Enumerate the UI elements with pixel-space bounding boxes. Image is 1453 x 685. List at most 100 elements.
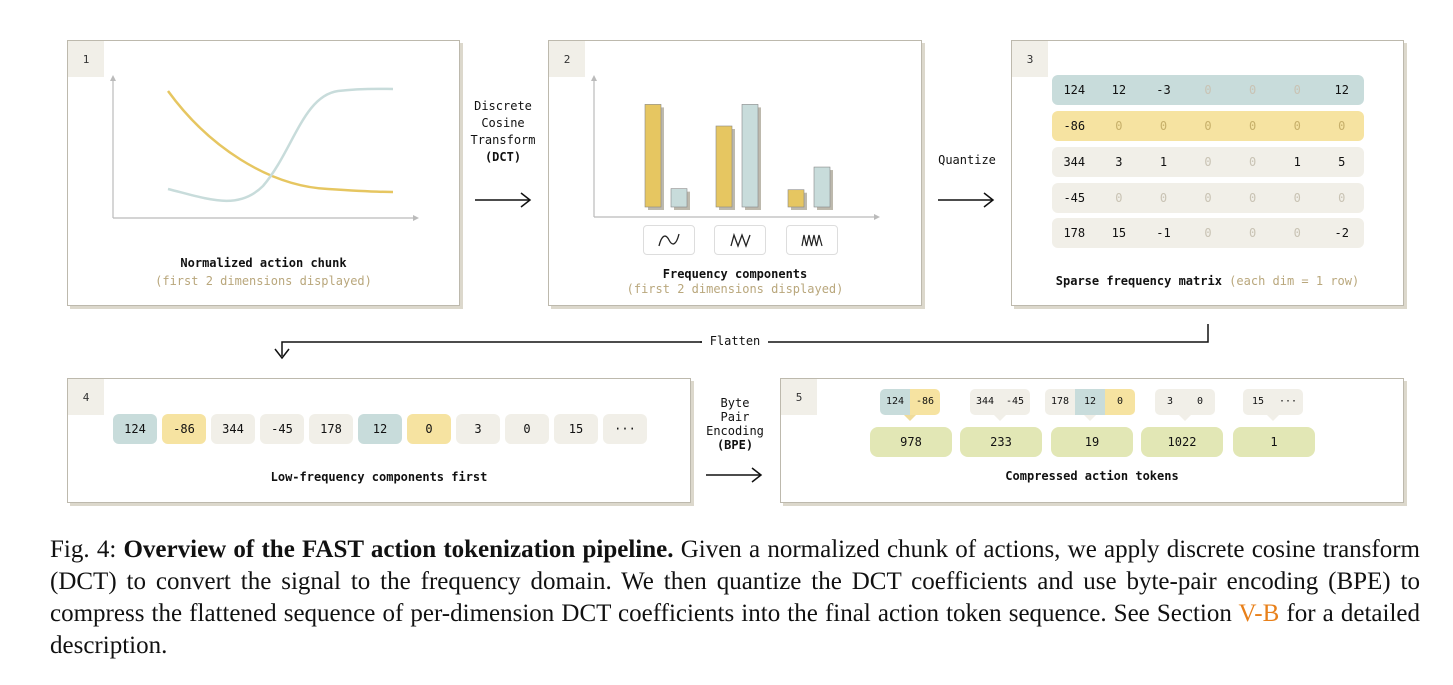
action-token: 233 <box>960 427 1042 457</box>
pair-value: 0 <box>1196 396 1204 407</box>
step-label-flatten: Flatten <box>702 333 768 350</box>
matrix-cell: 1 <box>1293 155 1301 169</box>
matrix-cell: 0 <box>1338 191 1346 205</box>
matrix-row-2: -86 0 0 0 0 0 0 <box>1052 111 1364 141</box>
step-label-bpe: Byte Pair Encoding (BPE) <box>695 395 775 454</box>
panel-subtitle: (first 2 dimensions displayed) <box>155 274 372 288</box>
step-label-dct: Discrete Cosine Transform (DCT) <box>462 98 544 166</box>
freq-icon-box-low <box>643 225 695 255</box>
matrix-cell: 178 <box>1063 226 1086 240</box>
panel-title: Normalized action chunk <box>180 256 347 270</box>
panel-title: Low-frequency components first <box>270 470 488 484</box>
step-label-quantize: Quantize <box>938 153 996 167</box>
matrix-cell: 0 <box>1204 191 1212 205</box>
panel-subtitle: (each dim = 1 row) <box>1229 274 1360 288</box>
matrix-cell: 12 <box>1334 83 1349 97</box>
panel-number: 2 <box>549 41 585 77</box>
panel-number: 4 <box>68 379 104 415</box>
matrix-cell: 0 <box>1204 83 1212 97</box>
matrix-cell: -2 <box>1334 226 1349 240</box>
step-line: Discrete <box>474 99 532 113</box>
matrix-cell: 0 <box>1248 119 1257 133</box>
matrix-cell: 124 <box>1063 83 1086 97</box>
matrix-cell: 5 <box>1338 155 1346 169</box>
panel-title: Compressed action tokens <box>1005 469 1179 483</box>
bpe-pair: 178 12 0 <box>1045 389 1135 421</box>
matrix-cell: 0 <box>1115 119 1123 133</box>
step-line: (BPE) <box>716 438 754 452</box>
step-line: Transform <box>470 133 536 147</box>
arrow-right-icon <box>475 192 532 208</box>
panel-frequency-components: 2 Frequency components (first 2 dimensio… <box>548 40 922 306</box>
panel-number: 5 <box>781 379 817 415</box>
matrix-cell: 0 <box>1293 191 1301 205</box>
panel-subtitle: (first 2 dimensions displayed) <box>626 282 844 296</box>
matrix-cell: 15 <box>1111 226 1127 240</box>
sequence-chip: 0 <box>505 414 549 444</box>
caption-bold: Overview of the FAST action tokenization… <box>123 536 674 563</box>
matrix-cell: 0 <box>1159 119 1168 133</box>
panel-number: 1 <box>68 41 104 77</box>
matrix-cell: 0 <box>1248 155 1257 169</box>
frequency-bar-chart <box>591 75 880 220</box>
section-link[interactable]: V-B <box>1238 600 1280 627</box>
matrix-cell: 0 <box>1115 191 1123 205</box>
matrix-cell: 0 <box>1248 191 1257 205</box>
sine-mid-icon <box>730 232 751 248</box>
pair-value: 12 <box>1075 389 1105 415</box>
action-chunk-plot <box>110 75 419 221</box>
sequence-chip: -86 <box>162 414 206 444</box>
step-line: Pair <box>720 410 750 424</box>
matrix-caption: Sparse frequency matrix (each dim = 1 ro… <box>1012 274 1403 288</box>
matrix-cell: 0 <box>1248 226 1257 240</box>
matrix-cell: -3 <box>1156 83 1171 97</box>
matrix-cell: 1 <box>1159 155 1168 169</box>
figure-caption: Fig. 4: Overview of the FAST action toke… <box>50 534 1420 662</box>
pair-value: 344 <box>975 396 995 407</box>
matrix-row-4: -45 0 0 0 0 0 0 <box>1052 183 1364 213</box>
step-line: Byte <box>720 396 750 410</box>
bpe-pair: 3 0 <box>1155 389 1215 421</box>
matrix-cell: 3 <box>1115 155 1123 169</box>
action-token: 1 <box>1233 427 1315 457</box>
freq-icon-box-high <box>786 225 838 255</box>
sequence-chip: 12 <box>358 414 402 444</box>
pair-value: -86 <box>910 389 940 415</box>
pair-value: 0 <box>1105 389 1135 415</box>
caption-text: Given a normalized chunk of actions, we … <box>50 536 1420 627</box>
arrow-right-icon <box>706 467 763 483</box>
matrix-row-1: 124 12 -3 0 0 0 12 <box>1052 75 1364 105</box>
matrix-cell: -1 <box>1156 226 1171 240</box>
frequency-bar <box>813 166 831 208</box>
frequency-bar <box>787 189 805 208</box>
matrix-cell: -86 <box>1063 119 1086 133</box>
curve-dimension-2 <box>167 87 394 203</box>
frequency-bar <box>741 104 759 208</box>
step-line: Cosine <box>481 116 525 130</box>
matrix-cell: 0 <box>1204 226 1212 240</box>
sequence-chip: -45 <box>260 414 304 444</box>
frequency-bar <box>715 125 733 208</box>
matrix-row-5: 178 15 -1 0 0 0 -2 <box>1052 218 1364 248</box>
sine-high-icon <box>801 234 823 247</box>
matrix-cell: -45 <box>1063 191 1086 205</box>
action-token: 1022 <box>1141 427 1223 457</box>
pair-value: ··· <box>1278 396 1298 407</box>
pair-value: 3 <box>1166 396 1174 407</box>
panel-number: 3 <box>1012 41 1048 77</box>
action-token: 978 <box>870 427 952 457</box>
frequency-bar <box>644 104 662 208</box>
sequence-chip: 124 <box>113 414 157 444</box>
panel-title: Frequency components <box>662 267 808 281</box>
sequence-chip: 3 <box>456 414 500 444</box>
sequence-chip: 0 <box>407 414 451 444</box>
bpe-pair: 344 -45 <box>970 389 1030 421</box>
matrix-cell: 0 <box>1204 155 1212 169</box>
curve-dimension-1 <box>166 90 394 194</box>
matrix-row-3: 344 3 1 0 0 1 5 <box>1052 147 1364 177</box>
sequence-chip: 344 <box>211 414 255 444</box>
matrix-cell: 0 <box>1293 226 1301 240</box>
arrow-right-icon <box>938 192 995 208</box>
matrix-cell: 0 <box>1204 119 1212 133</box>
action-token: 19 <box>1051 427 1133 457</box>
